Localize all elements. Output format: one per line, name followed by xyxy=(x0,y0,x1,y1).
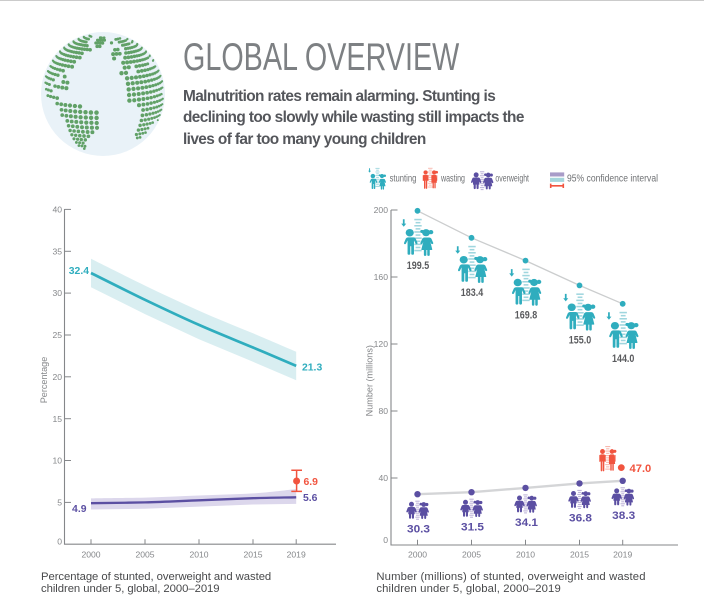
svg-text:wasting: wasting xyxy=(440,173,465,184)
svg-text:2019: 2019 xyxy=(287,550,306,560)
svg-text:20: 20 xyxy=(52,372,62,382)
svg-text:80: 80 xyxy=(378,406,388,416)
svg-text:5.6: 5.6 xyxy=(303,493,318,504)
svg-text:34.1: 34.1 xyxy=(515,517,538,529)
svg-text:15: 15 xyxy=(52,414,62,424)
svg-text:10: 10 xyxy=(52,456,62,466)
svg-text:2015: 2015 xyxy=(570,550,589,560)
svg-text:95% confidence interval: 95% confidence interval xyxy=(567,173,658,184)
svg-text:stunting: stunting xyxy=(390,173,417,184)
svg-text:144.0: 144.0 xyxy=(612,353,634,365)
svg-text:6.9: 6.9 xyxy=(304,477,319,488)
svg-text:160: 160 xyxy=(374,272,389,282)
svg-text:38.3: 38.3 xyxy=(612,510,635,522)
svg-text:Number (millions): Number (millions) xyxy=(365,345,375,416)
svg-text:40: 40 xyxy=(52,205,62,215)
svg-text:2010: 2010 xyxy=(516,550,535,560)
svg-text:30.3: 30.3 xyxy=(407,524,430,536)
svg-text:2000: 2000 xyxy=(408,550,427,560)
svg-text:2005: 2005 xyxy=(135,550,154,560)
svg-text:31.5: 31.5 xyxy=(461,522,484,534)
svg-text:0: 0 xyxy=(57,537,62,547)
svg-text:40: 40 xyxy=(378,473,388,483)
svg-text:35: 35 xyxy=(52,246,62,256)
svg-text:200: 200 xyxy=(374,205,389,215)
svg-text:overweight: overweight xyxy=(495,173,529,184)
svg-text:0: 0 xyxy=(383,535,388,545)
svg-text:169.8: 169.8 xyxy=(515,310,537,322)
svg-text:21.3: 21.3 xyxy=(302,363,322,374)
svg-text:5: 5 xyxy=(57,498,62,508)
svg-text:32.4: 32.4 xyxy=(69,266,89,277)
svg-text:2000: 2000 xyxy=(81,550,100,560)
svg-text:2019: 2019 xyxy=(613,550,632,560)
svg-text:36.8: 36.8 xyxy=(569,513,592,525)
svg-text:4.9: 4.9 xyxy=(72,504,87,515)
svg-text:47.0: 47.0 xyxy=(630,463,652,475)
svg-text:155.0: 155.0 xyxy=(569,334,591,346)
svg-text:2005: 2005 xyxy=(462,550,481,560)
svg-text:183.4: 183.4 xyxy=(461,287,484,299)
svg-text:30: 30 xyxy=(52,288,62,298)
svg-text:25: 25 xyxy=(52,330,62,340)
svg-text:120: 120 xyxy=(374,339,389,349)
svg-text:Percentage: Percentage xyxy=(39,357,49,404)
svg-text:2010: 2010 xyxy=(189,550,208,560)
svg-text:199.5: 199.5 xyxy=(407,260,429,272)
svg-text:2015: 2015 xyxy=(243,550,262,560)
